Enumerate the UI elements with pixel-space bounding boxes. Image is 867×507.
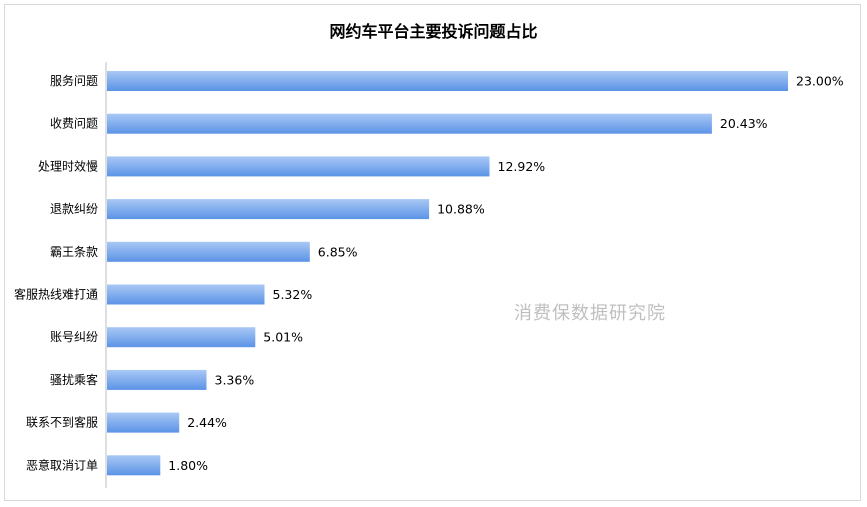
- category-label: 处理时效慢: [38, 158, 98, 173]
- value-label: 3.36%: [215, 372, 255, 387]
- category-label: 收费问题: [50, 117, 98, 131]
- bar: [107, 156, 490, 177]
- value-label: 10.88%: [437, 202, 485, 217]
- value-label: 6.85%: [318, 244, 358, 259]
- category-label: 霸王条款: [50, 245, 98, 259]
- value-label: 23.00%: [796, 74, 844, 89]
- category-label: 联系不到客服: [26, 415, 98, 430]
- bar: [107, 199, 430, 220]
- chart-title: 网约车平台主要投诉问题占比: [329, 22, 538, 41]
- category-label: 骚扰乘客: [50, 372, 98, 387]
- category-label: 账号纠纷: [50, 330, 98, 344]
- bar: [107, 327, 256, 348]
- value-label: 5.01%: [263, 330, 303, 345]
- value-label: 2.44%: [187, 415, 227, 430]
- bar: [107, 455, 161, 476]
- category-label: 服务问题: [50, 73, 98, 88]
- category-label: 退款纠纷: [50, 202, 98, 216]
- bar: [107, 412, 180, 433]
- value-label: 5.32%: [273, 287, 313, 302]
- category-label: 恶意取消订单: [26, 457, 98, 472]
- bar: [107, 71, 788, 91]
- category-label: 客服热线难打通: [14, 287, 98, 302]
- bar: [107, 284, 265, 305]
- value-label: 1.80%: [168, 458, 208, 473]
- bar: [107, 241, 310, 262]
- watermark-text: 消费保数据研究院: [514, 303, 666, 324]
- bar: [107, 369, 207, 390]
- bar: [107, 113, 712, 134]
- value-label: 12.92%: [498, 159, 546, 174]
- value-label: 20.43%: [720, 116, 768, 131]
- bars-layer: 服务问题 23.00% 收费问题 20.43% 处理时效慢 12.92% 退款纠纷 10.88…: [14, 71, 844, 476]
